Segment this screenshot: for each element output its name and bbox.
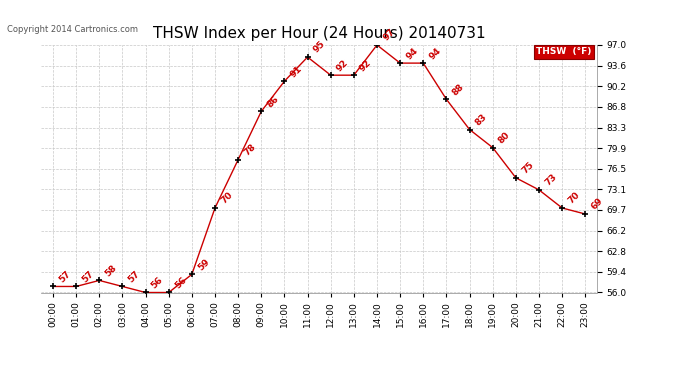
- Text: 69: 69: [589, 196, 604, 212]
- Text: 92: 92: [358, 58, 373, 73]
- Text: 56: 56: [173, 275, 188, 290]
- Text: 70: 70: [566, 190, 582, 206]
- Text: 88: 88: [451, 82, 466, 97]
- Title: THSW Index per Hour (24 Hours) 20140731: THSW Index per Hour (24 Hours) 20140731: [152, 26, 486, 41]
- Text: 56: 56: [150, 275, 165, 290]
- Text: THSW  (°F): THSW (°F): [536, 48, 591, 57]
- Text: 57: 57: [57, 269, 72, 284]
- Text: 57: 57: [126, 269, 142, 284]
- Text: 78: 78: [242, 142, 257, 158]
- Text: 86: 86: [266, 94, 281, 109]
- Text: 57: 57: [80, 269, 96, 284]
- Text: 95: 95: [312, 40, 327, 55]
- Text: 58: 58: [104, 263, 119, 278]
- Text: 91: 91: [288, 64, 304, 79]
- Text: 80: 80: [497, 130, 512, 146]
- Text: 97: 97: [381, 27, 397, 43]
- Text: 59: 59: [196, 257, 211, 272]
- Text: 70: 70: [219, 190, 235, 206]
- Text: 75: 75: [520, 160, 535, 176]
- Text: 94: 94: [404, 46, 420, 61]
- Text: 92: 92: [335, 58, 350, 73]
- Text: 94: 94: [427, 46, 443, 61]
- Text: 83: 83: [474, 112, 489, 128]
- Text: 73: 73: [543, 172, 558, 188]
- Text: Copyright 2014 Cartronics.com: Copyright 2014 Cartronics.com: [7, 25, 138, 34]
